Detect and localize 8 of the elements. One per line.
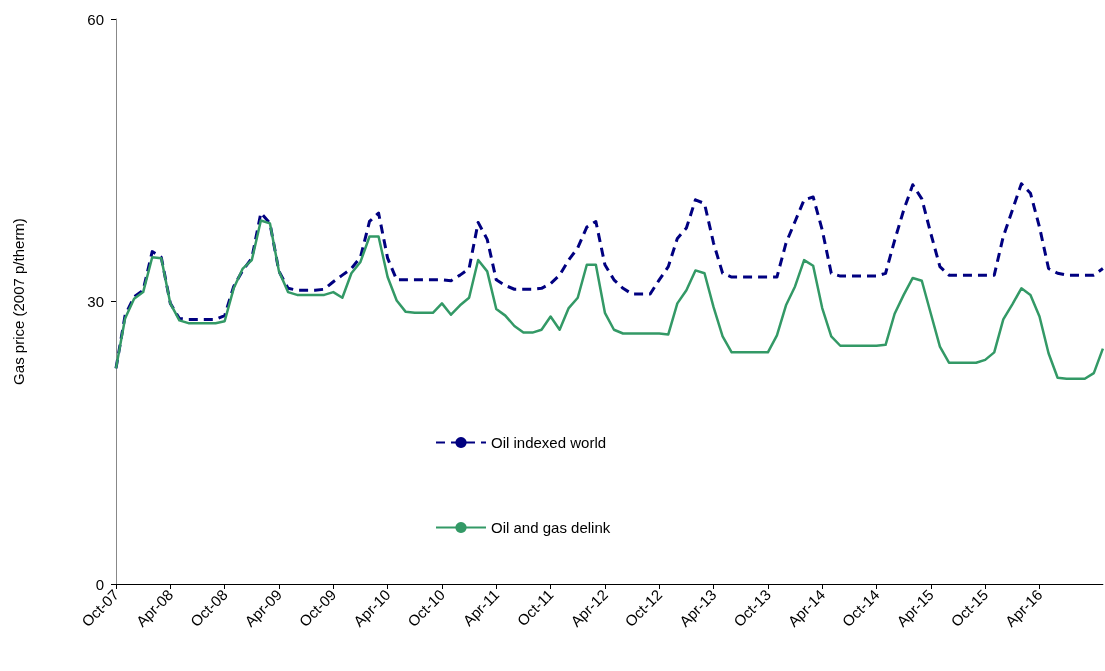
y-tick-label: 0 — [95, 575, 104, 593]
legend-label: Oil and gas delink — [491, 519, 611, 536]
y-tick-label: 30 — [87, 293, 104, 310]
line-series — [114, 182, 1105, 370]
line-series — [114, 219, 1105, 380]
legend-label: Oil indexed world — [491, 434, 607, 451]
y-tick-label: 60 — [87, 10, 104, 28]
y-axis-title: Gas price (2007 p/therm) — [10, 218, 27, 385]
